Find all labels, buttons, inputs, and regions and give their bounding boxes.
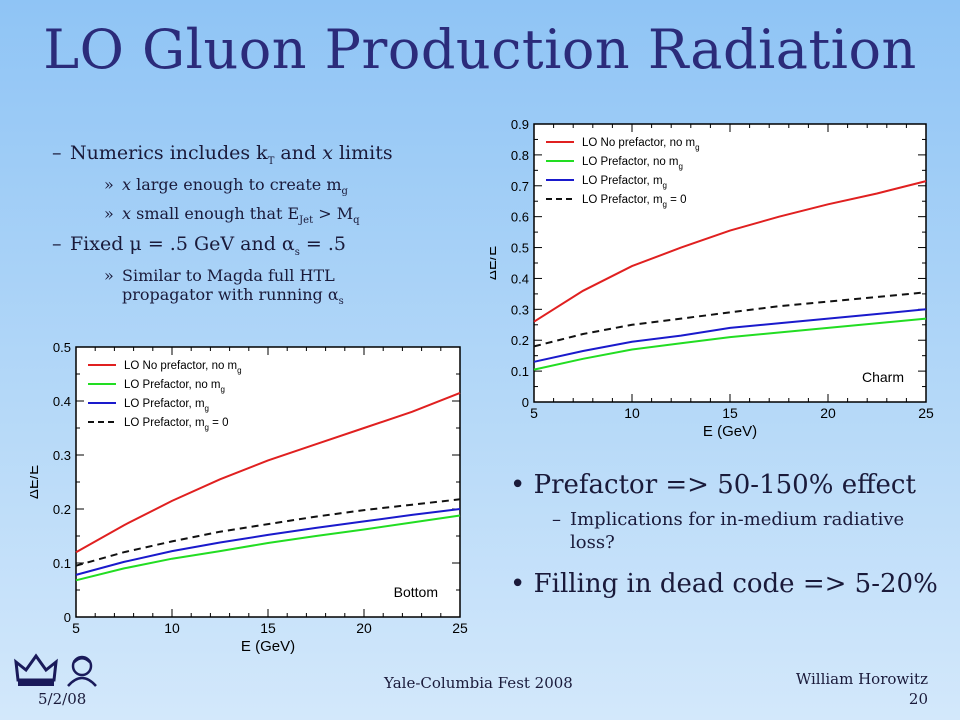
- y-tick-label: 0: [64, 610, 71, 625]
- series-line-0: [533, 180, 927, 323]
- x-tick-label: 15: [260, 620, 276, 636]
- bullet-dead-code: • Filling in dead code => 5-20%: [510, 568, 938, 599]
- x-tick-label: 5: [530, 405, 538, 421]
- series-line-1: [533, 317, 927, 371]
- y-axis-label: ΔE/E: [490, 246, 500, 280]
- x-tick-label: 5: [72, 620, 80, 636]
- y-tick-label: 0.5: [53, 340, 71, 355]
- series-line-2: [533, 308, 927, 363]
- bullet-numerics: – Numerics includes kT and x limits: [52, 142, 393, 167]
- legend-label-0: LO No prefactor, no mg: [582, 137, 700, 152]
- chart-annotation: Bottom: [394, 584, 438, 600]
- footer-page-number: 20: [908, 690, 928, 708]
- x-tick-label: 25: [452, 620, 468, 636]
- plot-area: [75, 346, 461, 618]
- legend-label-1: LO Prefactor, no mg: [582, 156, 683, 171]
- series-line-3: [75, 498, 461, 567]
- x-tick-label: 10: [624, 405, 640, 421]
- series-line-3: [533, 291, 927, 348]
- footer-event: Yale-Columbia Fest 2008: [384, 674, 573, 692]
- x-axis-label: E (GeV): [241, 638, 295, 655]
- y-tick-label: 0.7: [511, 179, 529, 194]
- subbullet-x-large: » x large enough to create mg: [104, 174, 348, 197]
- y-tick-label: 0.6: [511, 210, 529, 225]
- bottom-chart: 5 10 15 20 25 0 0.1 0.2 0.3 0.4 0.5 E (GeV) ΔE/E LO N…: [30, 340, 468, 655]
- bullet-prefactor: • Prefactor => 50-150% effect: [510, 470, 916, 500]
- footer-author: William Horowitz: [795, 670, 928, 688]
- y-tick-label: 0: [522, 395, 529, 410]
- y-tick-label: 0.3: [53, 448, 71, 463]
- x-tick-label: 10: [164, 620, 180, 636]
- crown-logo-icon: [14, 653, 58, 686]
- series-line-0: [75, 391, 461, 554]
- y-tick-label: 0.1: [511, 364, 529, 379]
- subbullet-magda: » Similar to Magda full HTL propagator wi…: [104, 265, 344, 308]
- legend-label-2: LO Prefactor, mg: [582, 175, 667, 190]
- legend-label-0: LO No prefactor, no mg: [124, 360, 242, 375]
- legend-label-1: LO Prefactor, no mg: [124, 379, 225, 394]
- bullet-fixed: – Fixed μ = .5 GeV and αs = .5: [52, 233, 347, 258]
- y-tick-label: 0.4: [53, 394, 71, 409]
- y-tick-label: 0.1: [53, 556, 71, 571]
- y-tick-label: 0.5: [511, 241, 529, 256]
- x-tick-label: 20: [820, 405, 836, 421]
- legend-label-3: LO Prefactor, mg = 0: [582, 194, 687, 209]
- y-tick-label: 0.8: [511, 148, 529, 163]
- series-line-1: [75, 514, 461, 582]
- portrait-logo-icon: [67, 655, 97, 687]
- legend-label-3: LO Prefactor, mg = 0: [124, 417, 229, 432]
- y-tick-label: 0.2: [53, 502, 71, 517]
- y-tick-label: 0.9: [511, 117, 529, 132]
- legend-label-2: LO Prefactor, mg: [124, 398, 209, 413]
- subbullet-implications: – Implications for in-medium radiative lo…: [552, 509, 905, 554]
- y-tick-label: 0.3: [511, 302, 529, 317]
- x-tick-label: 20: [356, 620, 372, 636]
- series-line-2: [75, 508, 461, 576]
- y-axis-label: ΔE/E: [30, 465, 42, 499]
- slide-title: LO Gluon Production Radiation: [43, 18, 917, 81]
- x-tick-label: 15: [722, 405, 738, 421]
- left-bullet-list: – Numerics includes kT and x limits » x la…: [52, 142, 472, 314]
- x-axis-label: E (GeV): [703, 423, 757, 440]
- x-tick-label: 25: [918, 405, 934, 421]
- y-tick-label: 0.2: [511, 333, 529, 348]
- footer-date: 5/2/08: [38, 690, 87, 708]
- subbullet-x-small: » x small enough that EJet > Mq: [104, 203, 360, 227]
- y-tick-label: 0.4: [511, 271, 529, 286]
- charm-chart: 5 10 15 20 25 0 0.1 0.2 0.3 0.4 0.5 0.6 0.7 0.8 0.9 E (…: [490, 117, 934, 440]
- right-bullet-list: • Prefactor => 50-150% effect – Implicati…: [510, 470, 950, 607]
- chart-annotation: Charm: [862, 369, 904, 385]
